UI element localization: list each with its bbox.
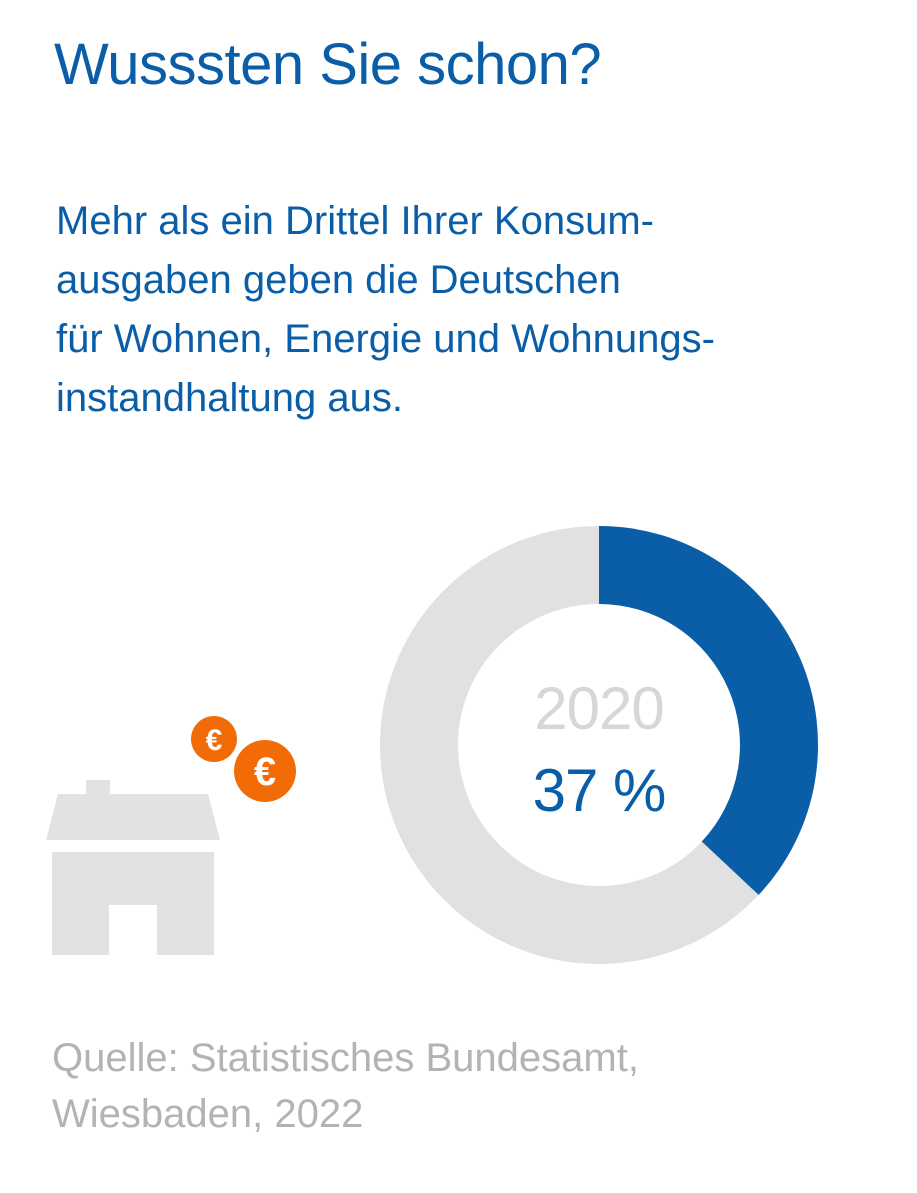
- chart-year-label: 2020: [534, 675, 663, 742]
- source-note: Quelle: Statistisches Bundesamt, Wiesbad…: [52, 1036, 639, 1136]
- euro-coin-symbol-small: €: [206, 724, 223, 757]
- house-icon: [46, 780, 220, 955]
- headline: Wusssten Sie schon?: [54, 32, 602, 97]
- chart-value-label: 37 %: [533, 757, 666, 824]
- chart: € € 2020 37 %: [46, 526, 818, 964]
- donut-chart: 2020 37 %: [380, 526, 818, 964]
- euro-coin-symbol-large: €: [254, 750, 276, 794]
- donut-slice-wohnen-energie: [599, 526, 818, 895]
- euro-coins-icon: € €: [191, 716, 299, 805]
- body-text: Mehr als ein Drittel Ihrer Konsum- ausga…: [56, 199, 715, 420]
